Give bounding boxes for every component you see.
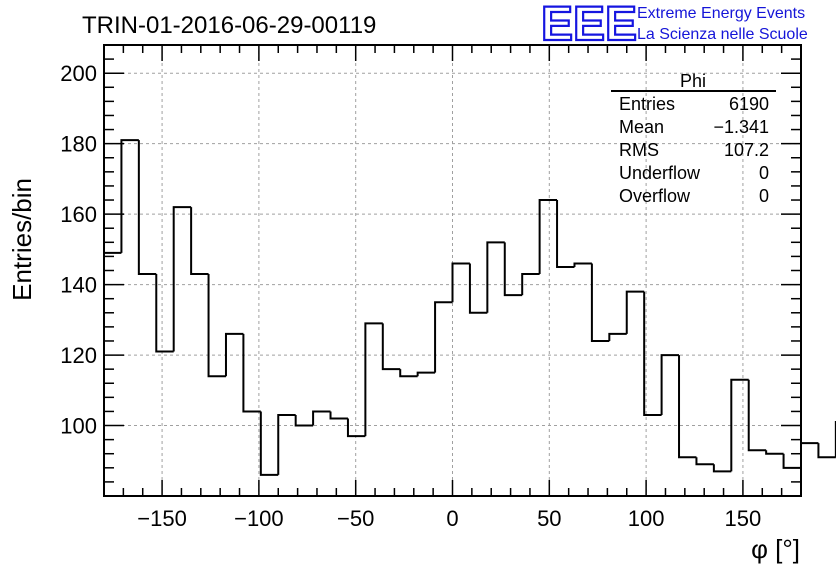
stats-row-value: 0 [759,186,769,206]
histogram-bin [695,457,714,466]
histogram-bin [538,199,558,275]
histogram-bin [224,332,244,377]
eee-logo: EEE Extreme Energy Events La Scienza nel… [540,0,808,52]
histogram-bin [590,263,610,342]
histogram-bin [329,411,348,420]
histogram-bin [730,378,749,472]
y-tick-label: 100 [60,414,97,439]
stats-row-label: Underflow [619,163,701,183]
x-tick-label: −100 [234,506,284,531]
histogram-bin [503,242,523,297]
y-tick-label: 180 [60,132,97,157]
x-tick-label: −50 [337,506,374,531]
x-tick-label: 0 [446,506,458,531]
x-tick-label: 100 [628,506,665,531]
x-axis-title: φ [°] [751,534,800,564]
y-tick-label: 160 [60,202,97,227]
stats-row-label: RMS [619,140,659,160]
histogram-bin [346,418,366,438]
histogram-bin [468,263,488,314]
axis-ticks [103,44,802,496]
histogram-bin [120,139,139,253]
y-tick-label: 120 [60,343,97,368]
histogram-bin [573,262,592,267]
chart-title: TRIN-01-2016-06-29-00119 [82,12,376,39]
stats-row-value: −1.341 [713,117,769,137]
stats-row-value: 6190 [729,94,769,114]
histogram-bin [625,290,645,334]
stats-row-label: Overflow [619,186,691,206]
stats-row-value: 107.2 [724,140,769,160]
grid [104,45,801,496]
histogram-bin [259,411,279,476]
histogram-bin [817,443,836,459]
histogram-bin [277,413,296,475]
x-tick-label: 50 [537,506,561,531]
histogram-bin [434,301,453,373]
stats-row-label: Entries [619,94,675,114]
histogram-bin [747,379,767,452]
histogram-bin [608,332,627,341]
y-tick-label: 200 [60,61,97,86]
histogram-bin [137,140,157,276]
histogram-bin [207,274,226,378]
stats-box: Phi Entries 6190 Mean −1.341 RMS 107.2 Underfl… [611,71,776,206]
histogram-bin [294,414,314,427]
histogram-bin [364,322,383,437]
y-axis-title: Entries/bin [7,178,37,301]
histogram-bin [155,274,174,353]
histogram-bin [312,410,331,426]
histogram-bin [765,450,784,455]
histogram-bin [172,206,192,352]
stats-rows: Entries 6190 Mean −1.341 RMS 107.2 Underflow 0 O… [619,94,769,206]
histogram-bin [678,355,697,459]
histogram-bin [643,291,662,416]
histogram-bin [399,369,418,378]
histogram-series [103,139,836,496]
eee-logo-mark: EEE [541,0,637,51]
histogram-bin [660,354,680,415]
logo-line-1: Extreme Energy Events [637,5,805,22]
stats-row-value: 0 [759,163,769,183]
histogram-bin [486,241,505,313]
stats-row-label: Mean [619,117,664,137]
histogram-bin [416,371,436,377]
logo-line-2: La Scienza nelle Scuole [637,26,808,43]
x-tick-label: 150 [725,506,762,531]
histogram-bin [190,207,209,276]
histogram-bin [521,273,540,296]
stats-box-name: Phi [680,71,706,91]
histogram-bin [242,333,261,413]
histogram-bin [381,323,401,371]
y-tick-label: 140 [60,273,97,298]
histogram-bin [556,200,575,268]
histogram-bin [451,262,470,303]
tick-labels: −150 −100 −50 0 50 100 150 100 120 140 160 180 200 [60,61,761,531]
histogram-bin [712,464,732,473]
x-tick-label: −150 [137,506,187,531]
